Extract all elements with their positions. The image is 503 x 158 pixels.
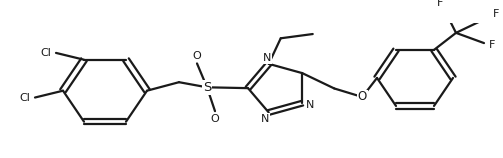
Text: Cl: Cl	[20, 93, 31, 103]
Text: N: N	[306, 100, 314, 110]
Text: O: O	[211, 114, 219, 124]
Text: N: N	[263, 53, 271, 63]
Text: Cl: Cl	[41, 48, 51, 58]
Text: F: F	[489, 40, 495, 50]
Text: F: F	[493, 9, 499, 19]
Text: F: F	[437, 0, 443, 8]
Text: O: O	[193, 51, 201, 61]
Text: S: S	[203, 81, 211, 94]
Text: N: N	[261, 114, 269, 124]
Text: O: O	[358, 91, 367, 103]
